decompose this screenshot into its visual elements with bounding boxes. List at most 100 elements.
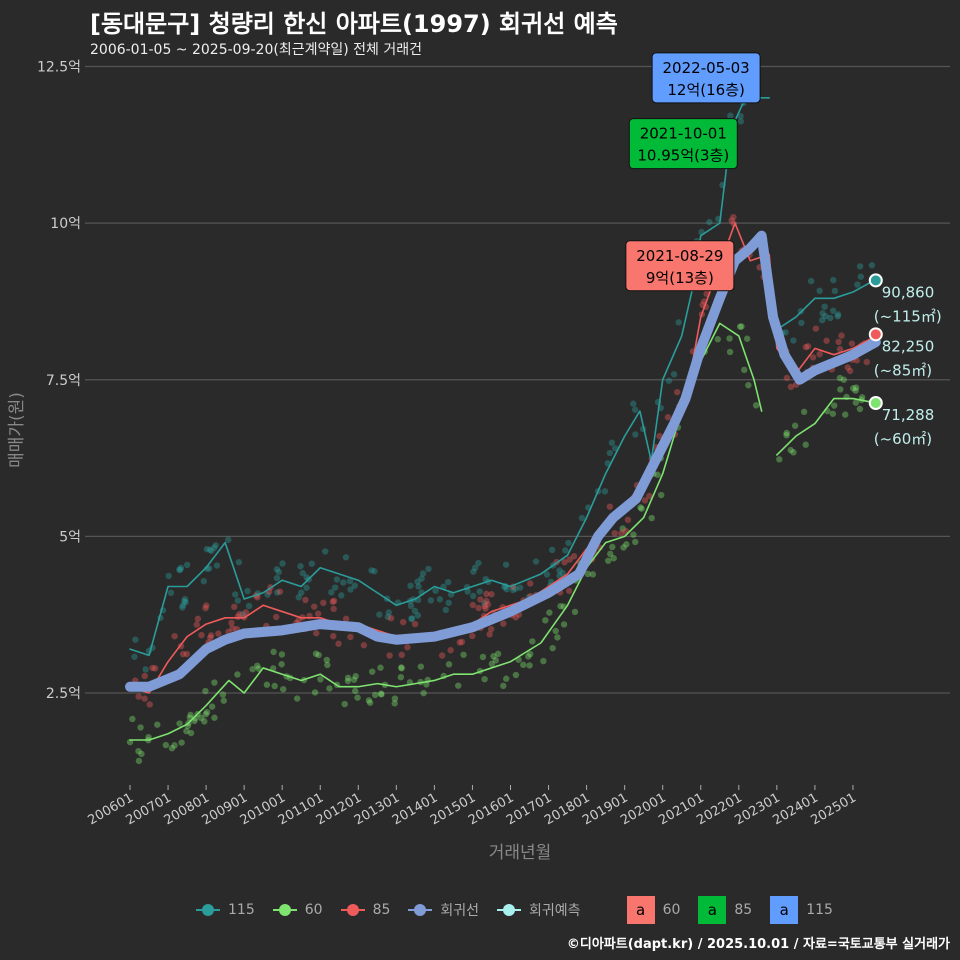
scatter-point-115 [273, 566, 281, 573]
scatter-point-85 [469, 632, 476, 640]
scatter-point-115 [328, 589, 335, 596]
scatter-point-60 [315, 651, 322, 659]
scatter-point-85 [456, 639, 463, 646]
scatter-point-60 [208, 703, 216, 710]
scatter-point-85 [330, 605, 337, 613]
scatter-point-60 [630, 531, 637, 538]
scatter-point-60 [852, 384, 860, 391]
scatter-point-85 [561, 558, 568, 566]
scatter-point-85 [141, 695, 148, 702]
scatter-point-85 [823, 337, 830, 344]
scatter-point-115 [385, 609, 393, 616]
scatter-point-60 [741, 366, 748, 374]
scatter-point-85 [646, 492, 653, 500]
scatter-point-60 [417, 663, 425, 670]
scatter-point-115 [834, 313, 841, 320]
scatter-point-115 [578, 514, 586, 522]
legend-box-60: a 60 [626, 896, 680, 924]
scatter-point-115 [432, 587, 439, 594]
scatter-point-60 [546, 609, 553, 616]
scatter-point-85 [438, 652, 446, 659]
scatter-point-115 [182, 599, 189, 606]
legend-label: 60 [304, 902, 323, 918]
scatter-point-85 [179, 650, 187, 658]
scatter-point-115 [308, 560, 316, 567]
scatter-point-85 [527, 580, 534, 587]
scatter-point-115 [245, 602, 253, 610]
scatter-point-115 [303, 584, 310, 591]
scatter-point-115 [427, 597, 435, 604]
legend-prediction: 회귀예측 [497, 900, 581, 920]
scatter-point-115 [611, 445, 619, 452]
scatter-point-115 [856, 263, 864, 270]
scatter-point-60 [490, 653, 497, 660]
end-area-label: (~85㎡) [874, 361, 932, 379]
scatter-point-60 [856, 405, 864, 413]
scatter-point-115 [232, 591, 239, 598]
scatter-point-115 [414, 612, 422, 619]
scatter-point-115 [565, 539, 572, 547]
scatter-point-60 [520, 661, 527, 669]
scatter-point-115 [340, 579, 347, 586]
scatter-point-60 [201, 718, 208, 725]
scatter-point-60 [783, 429, 790, 437]
scatter-point-115 [279, 560, 286, 567]
scatter-point-115 [819, 310, 826, 317]
scatter-point-60 [219, 691, 227, 698]
scatter-point-115 [142, 666, 149, 673]
scatter-point-115 [333, 576, 341, 583]
scatter-point-60 [138, 750, 145, 758]
legend-60: 60 [272, 902, 323, 918]
scatter-point-60 [271, 682, 278, 690]
scatter-point-60 [371, 691, 379, 699]
scatter-point-60 [743, 335, 751, 342]
chart-subtitle: 2006-01-05 ~ 2025-09-20(최근계약일) 전체 거래건 [90, 42, 422, 58]
scatter-point-115 [822, 312, 829, 320]
scatter-point-115 [857, 273, 864, 280]
scatter-point-115 [203, 545, 211, 553]
scatter-point-115 [299, 570, 307, 577]
scatter-point-60 [352, 673, 359, 680]
legend: 115 60 85 회귀선 회귀예측 a 60 a 85 a 115 [196, 896, 845, 924]
scatter-point-60 [542, 617, 549, 624]
scatter-point-60 [280, 685, 287, 693]
end-point [868, 273, 883, 288]
scatter-point-115 [297, 563, 304, 570]
annotation-date: 2021-10-01 [640, 125, 727, 143]
scatter-point-60 [154, 721, 161, 728]
scatter-point-115 [414, 578, 421, 585]
series-line-60 [776, 397, 877, 456]
scatter-point-115 [675, 319, 682, 326]
scatter-point-115 [179, 602, 187, 609]
scatter-point-60 [609, 543, 616, 551]
x-axis-title: 거래년월 [489, 843, 552, 863]
scatter-point-60 [455, 682, 462, 689]
scatter-point-85 [135, 693, 142, 700]
scatter-point-60 [171, 742, 178, 749]
scatter-point-60 [610, 555, 617, 562]
scatter-point-85 [207, 634, 214, 641]
scatter-point-60 [369, 668, 376, 675]
scatter-point-115 [665, 377, 673, 384]
scatter-point-85 [320, 599, 327, 607]
scatter-point-60 [791, 422, 799, 429]
scatter-point-60 [354, 694, 361, 701]
scatter-point-60 [129, 715, 136, 723]
scatter-point-85 [198, 631, 205, 639]
scatter-point-60 [176, 720, 183, 727]
scatter-point-85 [783, 374, 791, 382]
scatter-point-60 [162, 741, 170, 749]
scatter-point-60 [549, 644, 556, 652]
scatter-point-60 [234, 671, 241, 678]
scatter-point-60 [183, 727, 190, 735]
scatter-point-60 [554, 634, 561, 641]
scatter-point-115 [442, 606, 449, 614]
scatter-point-85 [146, 701, 153, 708]
legend-label: 85 [734, 902, 753, 918]
scatter-point-85 [802, 343, 810, 351]
legend-label: 115 [228, 902, 255, 918]
scatter-point-85 [863, 358, 870, 366]
scatter-point-115 [264, 591, 271, 598]
scatter-point-60 [278, 651, 286, 658]
y-tick-label: 12.5억 [37, 60, 81, 76]
